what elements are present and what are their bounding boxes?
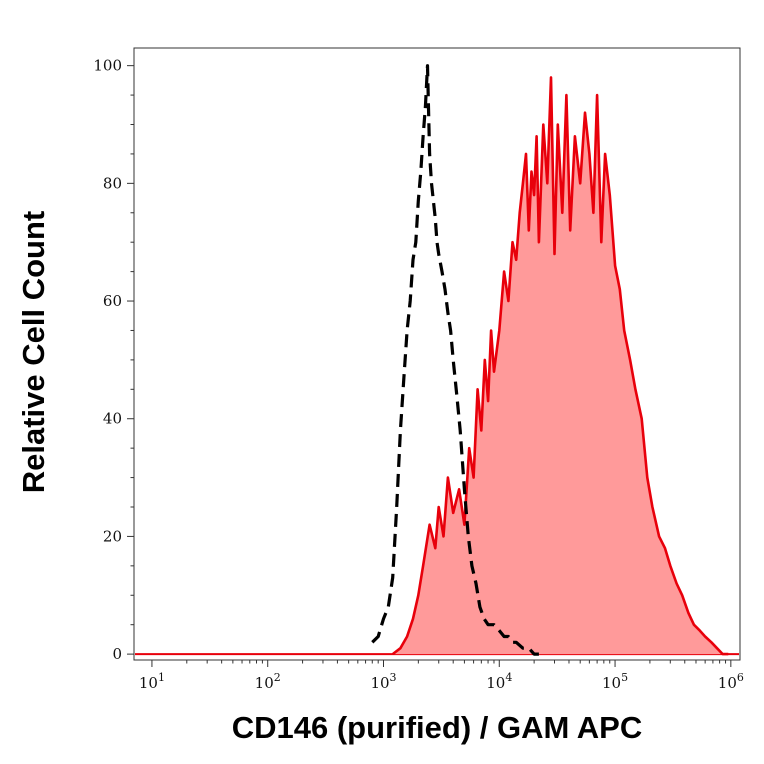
x-tick-label: 105 — [602, 671, 628, 692]
control-histogram-line — [371, 64, 539, 656]
x-tick-label: 106 — [718, 671, 744, 692]
y-tick-label: 20 — [103, 527, 122, 545]
x-tick-label: 102 — [255, 671, 281, 692]
stained-histogram-fill — [392, 77, 729, 655]
y-tick-label: 100 — [93, 57, 122, 75]
y-tick-label: 0 — [112, 645, 122, 663]
stained-histogram-line — [391, 76, 729, 656]
y-tick-label: 40 — [103, 410, 122, 428]
plot-frame — [133, 47, 741, 661]
x-tick-label: 104 — [486, 671, 512, 692]
y-tick-label: 80 — [103, 174, 122, 192]
x-tick-label: 103 — [370, 671, 396, 692]
axes: 101 102 103 104 105 106 0 20 40 60 80 100 — [93, 47, 744, 692]
y-axis-title: Relative Cell Count — [16, 211, 51, 494]
x-tick-label: 101 — [139, 671, 165, 692]
x-axis-title: CD146 (purified) / GAM APC — [232, 710, 643, 745]
y-tick-label: 60 — [103, 292, 122, 310]
plot-area — [135, 64, 739, 656]
